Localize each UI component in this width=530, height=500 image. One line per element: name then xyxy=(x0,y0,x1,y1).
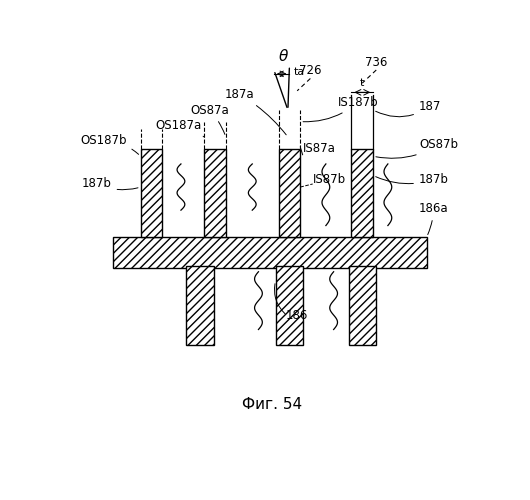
Text: IS87a: IS87a xyxy=(303,142,335,156)
Text: IS87b: IS87b xyxy=(313,173,346,186)
Text: 186: 186 xyxy=(285,310,307,322)
Text: 187b: 187b xyxy=(82,176,138,190)
Text: 187: 187 xyxy=(376,100,441,117)
Text: 726: 726 xyxy=(299,64,322,77)
Bar xyxy=(204,148,226,237)
Text: $\theta$: $\theta$ xyxy=(278,48,289,64)
Text: ta: ta xyxy=(294,68,305,78)
Bar xyxy=(351,148,373,237)
Text: 736: 736 xyxy=(365,56,387,69)
Bar xyxy=(276,266,303,345)
Text: IS187b: IS187b xyxy=(303,96,378,122)
Text: 187b: 187b xyxy=(376,173,449,186)
Text: OS187b: OS187b xyxy=(80,134,139,154)
Bar xyxy=(349,266,376,345)
Bar xyxy=(113,237,427,268)
Bar xyxy=(279,148,301,237)
Text: 186a: 186a xyxy=(419,202,448,234)
Bar xyxy=(140,148,162,237)
Text: OS187a: OS187a xyxy=(155,119,204,137)
Text: OS87a: OS87a xyxy=(190,104,229,134)
Text: 187a: 187a xyxy=(225,88,286,135)
Bar xyxy=(187,266,214,345)
Text: Фиг. 54: Фиг. 54 xyxy=(242,398,302,412)
Text: t: t xyxy=(360,78,365,88)
Text: OS87b: OS87b xyxy=(376,138,458,158)
